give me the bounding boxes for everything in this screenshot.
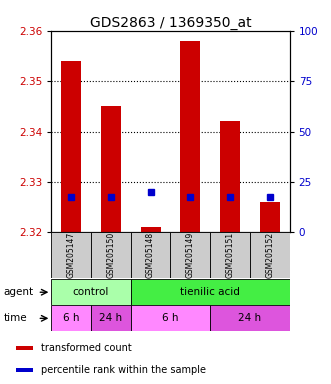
Text: time: time — [3, 313, 27, 323]
Bar — [51, 232, 91, 278]
Bar — [16, 369, 33, 372]
Text: 6 h: 6 h — [63, 313, 79, 323]
Bar — [250, 232, 290, 278]
Text: control: control — [73, 287, 109, 297]
Text: 6 h: 6 h — [162, 313, 179, 323]
Bar — [101, 106, 121, 232]
Text: GSM205147: GSM205147 — [67, 232, 76, 278]
Bar — [131, 279, 290, 305]
Bar — [170, 232, 210, 278]
Text: percentile rank within the sample: percentile rank within the sample — [41, 366, 206, 376]
Bar — [61, 61, 81, 232]
Bar — [180, 41, 200, 232]
Bar — [131, 232, 170, 278]
Bar — [16, 346, 33, 350]
Text: GSM205148: GSM205148 — [146, 232, 155, 278]
Text: 24 h: 24 h — [238, 313, 261, 323]
Text: tienilic acid: tienilic acid — [180, 287, 240, 297]
Bar — [210, 305, 290, 331]
Title: GDS2863 / 1369350_at: GDS2863 / 1369350_at — [90, 16, 251, 30]
Bar — [210, 232, 250, 278]
Bar — [91, 305, 131, 331]
Text: GSM205152: GSM205152 — [265, 232, 274, 278]
Bar — [220, 121, 240, 232]
Text: agent: agent — [3, 287, 33, 297]
Bar — [51, 305, 91, 331]
Text: 24 h: 24 h — [99, 313, 122, 323]
Bar — [260, 202, 280, 232]
Text: GSM205150: GSM205150 — [106, 232, 116, 278]
Text: transformed count: transformed count — [41, 343, 131, 353]
Bar — [141, 227, 161, 232]
Text: GSM205149: GSM205149 — [186, 232, 195, 278]
Bar — [51, 279, 131, 305]
Text: GSM205151: GSM205151 — [225, 232, 235, 278]
Bar — [131, 305, 210, 331]
Bar — [91, 232, 131, 278]
